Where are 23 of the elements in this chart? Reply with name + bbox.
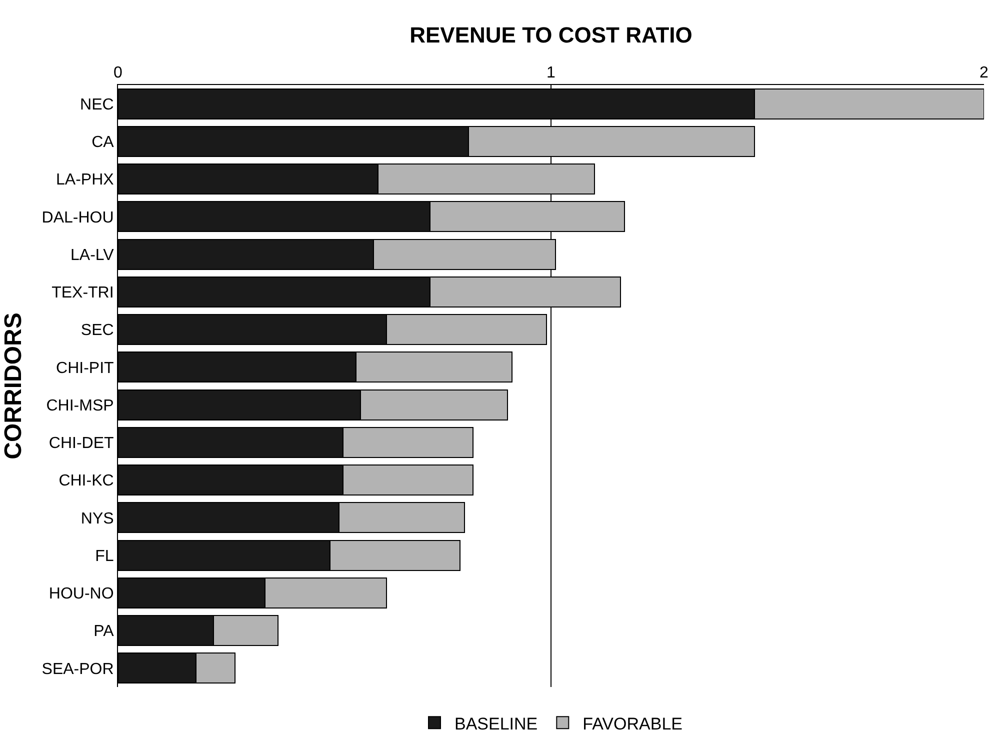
y-tick-label: NYS bbox=[80, 510, 114, 528]
y-tick-label: SEA-POR bbox=[42, 660, 114, 678]
legend-label: FAVORABLE bbox=[582, 714, 682, 734]
y-tick-label: LA-PHX bbox=[56, 172, 114, 189]
y-tick-label: CHI-KC bbox=[58, 472, 114, 490]
x-tick-label: 2 bbox=[980, 64, 989, 82]
y-tick-label: TEX-TRI bbox=[52, 284, 114, 302]
y-tick-label: CHI-DET bbox=[48, 435, 114, 452]
y-tick-label: NEC bbox=[80, 96, 114, 114]
y-tick-label: SEC bbox=[80, 322, 114, 340]
y-tick-label: CA bbox=[92, 134, 114, 152]
y-tick-label: CHI-PIT bbox=[56, 360, 114, 377]
y-tick-label: LA-LV bbox=[70, 246, 114, 264]
x-axis-title: REVENUE TO COST RATIO bbox=[410, 22, 692, 48]
y-tick-label: FL bbox=[95, 548, 114, 565]
x-tick-label: 0 bbox=[114, 64, 123, 82]
legend-label: BASELINE bbox=[454, 714, 538, 734]
y-tick-label: PA bbox=[94, 623, 114, 640]
y-axis-title: CORRIDORS bbox=[0, 312, 27, 460]
x-tick-label: 1 bbox=[546, 64, 556, 82]
y-tick-label: DAL-HOU bbox=[42, 209, 114, 226]
y-tick-label: CHI-MSP bbox=[46, 397, 114, 414]
y-tick-label: HOU-NO bbox=[48, 586, 114, 603]
